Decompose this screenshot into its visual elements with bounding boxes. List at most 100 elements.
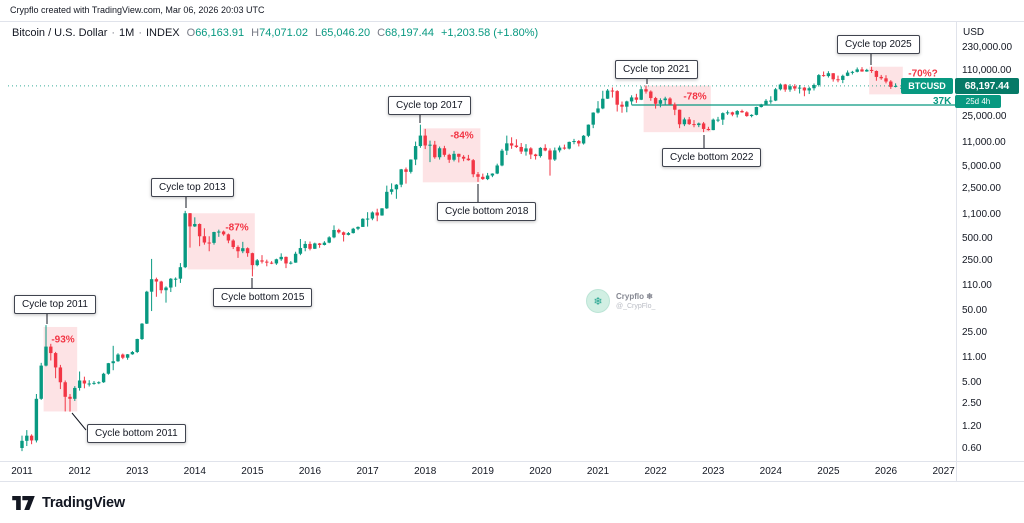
candle-body: [121, 354, 125, 358]
support-level-label[interactable]: 37K: [933, 96, 952, 107]
cycle-annotation[interactable]: Cycle top 2021: [615, 60, 698, 79]
cycle-annotation[interactable]: Cycle top 2017: [388, 96, 471, 115]
candle-body: [418, 135, 423, 147]
candle-body: [615, 91, 619, 105]
candle-body: [159, 281, 163, 291]
time-tick-label: 2011: [11, 466, 33, 477]
candle-body: [812, 85, 816, 89]
drawdown-percent-label[interactable]: -93%: [51, 334, 75, 346]
legend-close-label: C: [377, 27, 386, 39]
drawdown-percent-label[interactable]: -70%?: [908, 68, 938, 80]
candle-body: [447, 154, 451, 160]
candle-body: [68, 396, 72, 399]
bar-countdown: 25d 4h: [955, 95, 1001, 108]
candle-body: [25, 435, 29, 441]
drawdown-percent-label[interactable]: -84%: [450, 130, 474, 142]
candle-body: [164, 287, 168, 291]
candle-body: [620, 104, 624, 107]
candle-body: [860, 69, 864, 72]
cycle-annotation[interactable]: Cycle top 2013: [151, 178, 234, 197]
candle-body: [519, 146, 523, 152]
price-tick-label: 250.00: [962, 254, 993, 266]
time-tick-label: 2027: [932, 466, 955, 477]
annotation-pointer-line: [71, 412, 87, 431]
drawdown-zone[interactable]: [422, 128, 481, 183]
legend-change: +1,203.58 (+1.80%): [440, 27, 539, 39]
candle-body: [293, 253, 298, 263]
candle-body: [461, 156, 466, 159]
price-badge-value[interactable]: 68,197.44: [955, 78, 1019, 94]
candle-body: [274, 259, 279, 264]
candle-body: [49, 346, 53, 354]
symbol-legend[interactable]: Bitcoin / U.S. Dollar · 1M · INDEX O 66,…: [12, 27, 538, 39]
drawdown-percent-label[interactable]: -78%: [683, 91, 707, 103]
time-tick-label: 2023: [702, 466, 725, 477]
legend-low-value: 65,046.20: [321, 27, 371, 39]
legend-symbol: Bitcoin / U.S. Dollar: [12, 27, 108, 39]
candle-body: [793, 86, 797, 89]
candle-body: [692, 124, 696, 126]
cycle-annotation[interactable]: Cycle top 2011: [14, 295, 96, 314]
candle-body: [130, 352, 135, 355]
candle-body: [221, 231, 226, 235]
author-avatar-icon: ❄: [586, 289, 610, 313]
cycle-annotation[interactable]: Cycle top 2025: [837, 35, 920, 54]
cycle-annotation[interactable]: Cycle bottom 2015: [213, 288, 313, 307]
candle-body: [711, 119, 715, 131]
candle-body: [356, 226, 360, 229]
candle-body: [740, 111, 744, 113]
candle-body: [365, 218, 370, 220]
time-tick-label: 2024: [759, 466, 782, 477]
candle-body: [116, 354, 120, 362]
candle-body: [817, 75, 821, 86]
candle-body: [149, 279, 154, 292]
candle-body: [351, 228, 355, 234]
candle-body: [39, 365, 43, 399]
candle-body: [255, 260, 259, 266]
time-tick-label: 2019: [471, 466, 494, 477]
cycle-annotation[interactable]: Cycle bottom 2018: [437, 202, 537, 221]
price-tick-label: 110.00: [962, 280, 992, 292]
candle-body: [298, 248, 303, 254]
time-tick-label: 2016: [298, 466, 322, 477]
candle-body: [836, 79, 840, 81]
candle-body: [889, 81, 893, 87]
time-tick-label: 2026: [874, 466, 898, 477]
drawdown-zone[interactable]: [187, 213, 255, 270]
legend-close-value: 68,197.44: [385, 27, 434, 39]
candle-body: [644, 89, 648, 92]
candle-body: [629, 97, 634, 102]
cycle-annotation[interactable]: Cycle bottom 2022: [662, 148, 762, 167]
legend-high-value: 74,071.02: [259, 27, 309, 39]
candle-body: [135, 339, 139, 353]
candle-body: [601, 98, 605, 109]
price-badge-symbol[interactable]: BTCUSD: [901, 78, 953, 94]
candle-body: [788, 86, 792, 90]
tradingview-footer[interactable]: TradingView: [12, 495, 125, 511]
candle-body: [735, 111, 739, 115]
candle-body: [773, 89, 778, 101]
candle-body: [490, 173, 495, 176]
candle-body: [269, 262, 274, 264]
price-tick-label: 500.00: [962, 233, 993, 245]
legend-open-value: 66,163.91: [195, 27, 245, 39]
candle-body: [841, 75, 845, 80]
candle-body: [725, 112, 730, 114]
cycle-annotation[interactable]: Cycle bottom 2011: [87, 424, 186, 443]
candle-body: [668, 98, 672, 105]
time-tick-label: 2022: [644, 466, 667, 477]
candle-body: [639, 89, 643, 100]
price-axis-border: [956, 21, 957, 481]
drawdown-percent-label[interactable]: -87%: [225, 222, 249, 234]
candle-body: [154, 279, 159, 282]
candle-body: [20, 440, 24, 448]
candle-body: [596, 108, 600, 113]
candle-body: [500, 150, 504, 166]
legend-high-label: H: [251, 27, 260, 39]
candle-body: [63, 382, 67, 397]
candle-body: [375, 212, 379, 216]
candle-body: [495, 165, 499, 174]
candle-body: [831, 73, 835, 80]
candle-body: [73, 387, 77, 399]
